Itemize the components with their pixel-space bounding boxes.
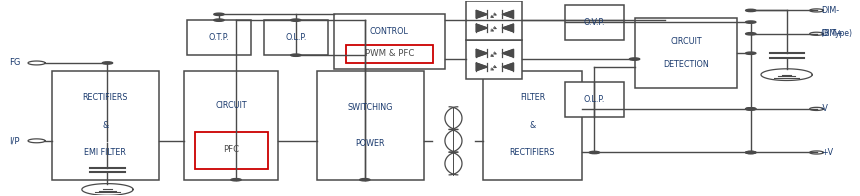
Text: DETECTION: DETECTION — [663, 60, 709, 69]
Text: POWER: POWER — [355, 139, 385, 148]
Text: DIM-: DIM- — [820, 6, 838, 15]
Bar — [346, 45, 433, 63]
Polygon shape — [502, 49, 513, 57]
Text: RECTIFIERS: RECTIFIERS — [510, 148, 556, 157]
Bar — [52, 71, 159, 180]
Text: FILTER: FILTER — [519, 93, 545, 103]
Circle shape — [630, 58, 640, 60]
Bar — [466, 1, 522, 40]
Text: &: & — [102, 121, 108, 130]
Circle shape — [746, 21, 756, 23]
Text: DIM+: DIM+ — [820, 29, 843, 38]
Circle shape — [746, 52, 756, 54]
Circle shape — [746, 9, 756, 12]
Bar — [264, 20, 328, 55]
Polygon shape — [476, 10, 488, 18]
Bar — [187, 20, 251, 55]
Text: SWITCHING: SWITCHING — [347, 103, 393, 112]
Bar — [635, 18, 737, 88]
Circle shape — [231, 179, 241, 181]
Bar — [194, 132, 268, 169]
Text: CIRCUIT: CIRCUIT — [216, 101, 247, 110]
Text: EMI FILTER: EMI FILTER — [84, 148, 126, 157]
Circle shape — [746, 108, 756, 110]
Polygon shape — [502, 24, 513, 32]
Text: CIRCUIT: CIRCUIT — [670, 37, 702, 46]
Bar — [334, 14, 445, 69]
Circle shape — [746, 33, 756, 35]
Circle shape — [359, 179, 370, 181]
Text: +V: +V — [820, 148, 833, 157]
Text: O.L.P.: O.L.P. — [286, 33, 306, 42]
Polygon shape — [502, 63, 513, 71]
Text: -V: -V — [820, 104, 829, 113]
Text: O.V.P.: O.V.P. — [584, 18, 605, 27]
Text: FG: FG — [9, 58, 21, 67]
Circle shape — [214, 13, 224, 15]
Text: I/P: I/P — [9, 136, 20, 145]
Circle shape — [746, 108, 756, 110]
Polygon shape — [476, 63, 488, 71]
Bar — [483, 71, 581, 180]
Circle shape — [589, 151, 599, 154]
Polygon shape — [502, 10, 513, 18]
Circle shape — [291, 19, 301, 21]
Text: (B Type): (B Type) — [820, 29, 851, 38]
Bar — [316, 71, 424, 180]
Text: CONTROL: CONTROL — [370, 27, 408, 36]
Text: RECTIFIERS: RECTIFIERS — [83, 93, 128, 103]
Text: PFC: PFC — [224, 145, 239, 154]
Circle shape — [746, 151, 756, 154]
Bar — [184, 71, 279, 180]
Bar — [466, 40, 522, 79]
Polygon shape — [476, 49, 488, 57]
Circle shape — [214, 19, 224, 21]
Text: O.L.P.: O.L.P. — [584, 95, 605, 104]
Polygon shape — [476, 24, 488, 32]
Text: PWM & PFC: PWM & PFC — [365, 49, 414, 58]
Circle shape — [746, 151, 756, 154]
Bar — [564, 5, 624, 40]
Text: &: & — [530, 121, 536, 130]
Bar — [564, 83, 624, 117]
Circle shape — [291, 54, 301, 56]
Text: O.T.P.: O.T.P. — [209, 33, 230, 42]
Circle shape — [102, 62, 113, 64]
